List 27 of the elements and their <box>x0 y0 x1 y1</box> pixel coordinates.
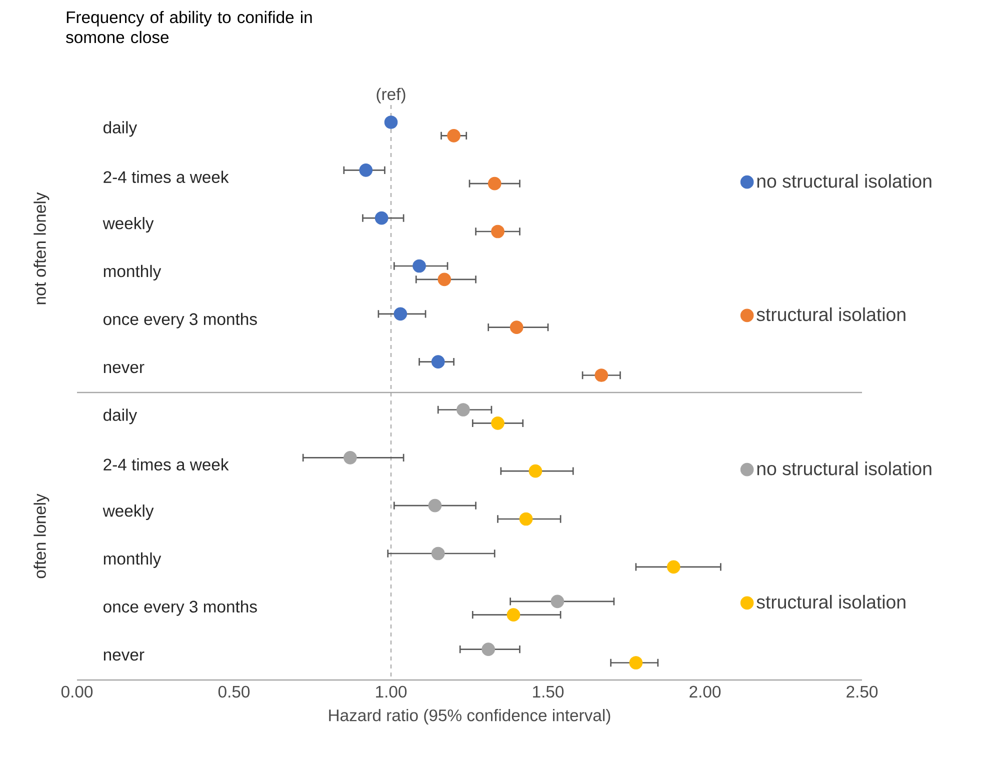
y-tick-label: monthly <box>104 552 162 568</box>
y-tick-label: once every 3 months <box>104 600 257 616</box>
x-tick-label: 0.00 <box>61 686 93 698</box>
legend-label: structural isolation <box>756 307 906 322</box>
y-tick-label: 2-4 times a week <box>104 458 229 470</box>
y-axis-title: not often lonely <box>34 192 50 304</box>
x-tick-label: 2.00 <box>690 686 721 698</box>
x-tick-label: 1.00 <box>376 686 407 698</box>
y-tick-label: 2-4 times a week <box>104 170 229 183</box>
y-tick-label: weekly <box>102 217 154 233</box>
x-tick-label: 2.50 <box>846 686 878 698</box>
x-tick-label: 1.50 <box>533 686 564 698</box>
legend-label: structural isolation <box>756 594 906 609</box>
y-tick-label: monthly <box>104 264 162 280</box>
y-tick-label: daily <box>104 121 138 137</box>
y-tick-label: never <box>104 364 144 374</box>
y-tick-label: daily <box>104 408 138 424</box>
y-tick-label: never <box>104 651 144 661</box>
x-axis-title: Hazard ratio (95% confidence interval) <box>329 708 610 725</box>
legend-label: no structural isolation <box>757 462 932 476</box>
text: (ref) <box>376 88 406 104</box>
y-tick-label: weekly <box>102 504 154 520</box>
chart-title: Frequency of ability to conifide in somone close <box>66 10 312 44</box>
y-tick-label: once every 3 months <box>104 312 257 328</box>
x-tick-label: 0.50 <box>218 686 250 698</box>
legend-label: no structural isolation <box>757 174 932 188</box>
y-axis-title: often lonely <box>34 494 50 578</box>
